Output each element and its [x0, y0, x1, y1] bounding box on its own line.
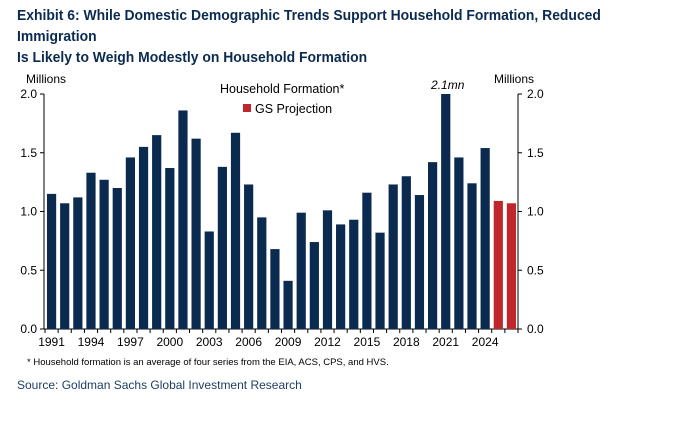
x-tick-label: 2024 [472, 335, 499, 349]
legend-label-gs-projection: GS Projection [255, 102, 332, 116]
bar-household-formation [125, 157, 136, 329]
x-tick-label: 2012 [314, 335, 341, 349]
x-tick-label: 2003 [196, 335, 223, 349]
bar-household-formation [414, 195, 425, 329]
x-tick-label: 2009 [275, 335, 302, 349]
bar-household-formation [336, 224, 346, 329]
title-line-1: Exhibit 6: While Domestic Demographic Tr… [17, 8, 601, 45]
y-axis-unit-left: Millions [26, 72, 66, 86]
bar-household-formation [191, 138, 201, 329]
bar-household-formation [401, 176, 411, 329]
bar-household-formation [270, 249, 280, 329]
title-line-2: Is Likely to Weigh Modestly on Household… [17, 50, 368, 66]
bar-household-formation [244, 184, 254, 329]
x-tick-label: 2018 [393, 335, 420, 349]
bar-household-formation [60, 203, 70, 329]
bar-household-formation [362, 192, 372, 329]
x-tick-label: 2006 [235, 335, 262, 349]
bar-household-formation [375, 232, 385, 329]
y-tick-label-right: 0.5 [527, 263, 544, 277]
bar-household-formation [73, 197, 83, 329]
bar-household-formation [349, 219, 359, 329]
bar-household-formation [427, 162, 438, 329]
legend-swatch-gs-projection [243, 104, 251, 112]
bar-household-formation [309, 242, 319, 329]
source-note: Source: Goldman Sachs Global Investment … [17, 378, 302, 392]
bar-household-formation [388, 184, 398, 329]
axes [40, 93, 522, 333]
chart-title: Exhibit 6: While Domestic Demographic Tr… [17, 6, 641, 69]
x-tick-label: 2015 [354, 335, 381, 349]
bar-household-formation [257, 217, 267, 329]
bar-household-formation [217, 166, 227, 329]
bar-household-formation [322, 210, 333, 329]
x-tick-label: 2000 [156, 335, 183, 349]
bar-household-formation [46, 193, 57, 329]
y-tick-label-left: 1.5 [20, 146, 37, 160]
y-axis-unit-right: Millions [494, 72, 534, 86]
bar-household-formation [99, 179, 109, 329]
y-tick-label-right: 2.0 [527, 87, 544, 101]
y-tick-label-left: 0.5 [20, 263, 37, 277]
bar-gs-projection [506, 203, 517, 329]
x-tick-label: 1994 [78, 335, 105, 349]
bar-household-formation [152, 135, 162, 329]
bar-household-formation [454, 157, 464, 329]
bar-household-formation [467, 183, 477, 329]
y-tick-label-right: 1.0 [527, 205, 544, 219]
bar-household-formation [283, 280, 293, 329]
bar-household-formation [178, 110, 188, 329]
bar-household-formation [165, 168, 175, 329]
bar-household-formation [480, 148, 490, 329]
bars [46, 94, 517, 329]
y-tick-label-right: 0.0 [527, 322, 544, 336]
bar-household-formation [441, 94, 451, 329]
x-tick-label: 1991 [38, 335, 65, 349]
bar-household-formation [230, 132, 241, 329]
bar-household-formation [86, 172, 96, 329]
x-tick-label: 1997 [117, 335, 144, 349]
annotation-label: 2.1mn [430, 78, 465, 92]
footnote: * Household formation is an average of f… [27, 357, 389, 368]
y-tick-label-right: 1.5 [527, 146, 544, 160]
bar-household-formation [204, 231, 214, 329]
y-tick-label-left: 1.0 [20, 205, 37, 219]
bar-gs-projection [493, 200, 503, 329]
bar-household-formation [296, 212, 306, 329]
x-tick-label: 2021 [432, 335, 459, 349]
y-tick-label-left: 2.0 [20, 87, 37, 101]
bar-household-formation [112, 188, 122, 329]
bar-household-formation [138, 146, 149, 329]
y-tick-label-left: 0.0 [20, 322, 37, 336]
legend-label-household-formation: Household Formation* [220, 82, 345, 96]
